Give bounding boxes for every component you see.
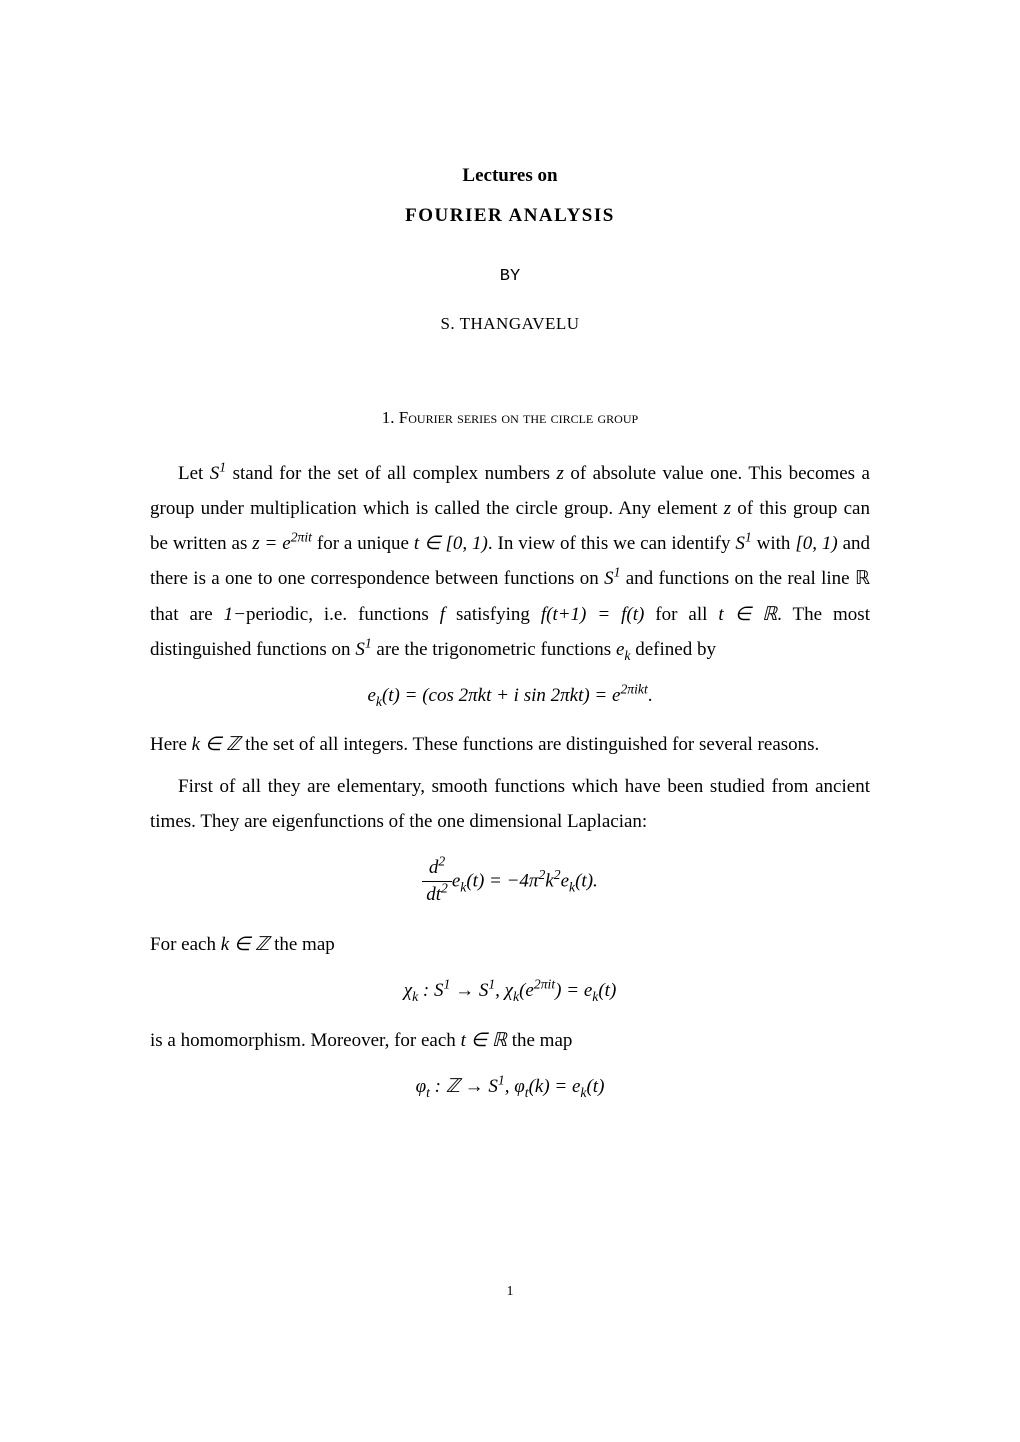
math-expr: (t). <box>575 870 598 891</box>
equation-3: χk : S1 → S1, χk(e2πit) = ek(t) <box>150 978 870 1005</box>
math-expr: (e <box>519 980 534 1001</box>
paragraph-1: Let S1 stand for the set of all complex … <box>150 456 870 667</box>
frac-den: dt2 <box>422 882 452 909</box>
equation-1: ek(t) = (cos 2πkt + i sin 2πkt) = e2πikt… <box>150 683 870 710</box>
math-ft1: f(t+1) = f(t) <box>541 604 644 625</box>
text: are the trigonometric functions <box>372 639 616 660</box>
math-expr: (t) = −4π <box>466 870 538 891</box>
math-kinZ: k ∈ ℤ <box>192 734 241 755</box>
math-expr: (t) = (cos 2πkt + i sin 2πkt) = e <box>382 685 620 706</box>
body-content: Let S1 stand for the set of all complex … <box>150 456 870 1101</box>
math-sup: 1 <box>745 530 752 545</box>
text: is a homomorphism. Moreover, for each <box>150 1030 461 1051</box>
math-sup: 2 <box>554 867 561 882</box>
math-sup: 2 <box>438 854 445 869</box>
math-expr: (k) = e <box>529 1076 581 1097</box>
text: with <box>752 533 796 554</box>
math-var: φ <box>416 1076 427 1097</box>
math-var: e <box>452 870 460 891</box>
math-var: e <box>367 685 375 706</box>
text: the set of all integers. These functions… <box>240 734 819 755</box>
text: the map <box>269 934 334 955</box>
math-tinR: t ∈ ℝ <box>461 1030 507 1051</box>
text: For each <box>150 934 221 955</box>
math-expr: : ℤ → S <box>430 1076 498 1097</box>
math-var: e <box>561 870 569 891</box>
math-var: S <box>210 463 220 484</box>
text: . In view of this we can identify <box>488 533 736 554</box>
title-author: S. THANGAVELU <box>150 314 870 334</box>
math-sup: 1 <box>498 1073 505 1088</box>
text: the map <box>507 1030 572 1051</box>
math-z: z <box>724 498 731 519</box>
section-number: 1. <box>382 408 395 427</box>
math-tin: t ∈ [0, 1) <box>414 533 488 554</box>
math-sup: 2 <box>441 881 448 896</box>
math-var: k <box>545 870 553 891</box>
math-oneminus: 1− <box>224 604 246 625</box>
math-sup: 2πit <box>534 977 555 992</box>
math-R: ℝ <box>855 568 870 589</box>
math-S1: S1 <box>604 568 620 589</box>
math-zeq: z = e2πit <box>252 533 312 554</box>
paragraph-2: Here k ∈ ℤ the set of all integers. Thes… <box>150 727 870 762</box>
math-expr: → S <box>450 980 488 1001</box>
paragraph-4: For each k ∈ ℤ the map <box>150 927 870 962</box>
section-title: Fourier series on the circle group <box>399 408 638 427</box>
math-fraction: d2 dt2 <box>422 855 452 909</box>
text: satisfying <box>445 604 541 625</box>
text: stand for the set of all complex numbers <box>226 463 556 484</box>
math-expr: (t) <box>598 980 616 1001</box>
math-interval: [0, 1) <box>795 533 837 554</box>
math-expr: : S <box>418 980 443 1001</box>
math-S1: S1 <box>355 639 371 660</box>
math-sup: 2πikt <box>620 682 647 697</box>
math-expr: ) = e <box>555 980 592 1001</box>
text: Here <box>150 734 192 755</box>
math-sup: 1 <box>365 635 372 650</box>
text: Let <box>178 463 210 484</box>
math-ek: ek <box>616 639 631 660</box>
math-S1: S1 <box>735 533 751 554</box>
math-sup: 2πit <box>291 530 312 545</box>
text: periodic, i.e. functions <box>246 604 440 625</box>
math-kinZ: k ∈ ℤ <box>221 934 270 955</box>
math-var: dt <box>426 884 441 905</box>
paragraph-5: is a homomorphism. Moreover, for each t … <box>150 1023 870 1058</box>
text: and functions on the real line <box>620 568 855 589</box>
text: that are <box>150 604 224 625</box>
math-var: S <box>355 639 365 660</box>
math-var: d <box>429 857 439 878</box>
math-S1: S1 <box>210 463 226 484</box>
math-expr: (t) <box>586 1076 604 1097</box>
math-var: z = e <box>252 533 290 554</box>
paragraph-3: First of all they are elementary, smooth… <box>150 769 870 839</box>
frac-num: d2 <box>422 855 452 883</box>
title-block: Lectures on FOURIER ANALYSIS BY S. THANG… <box>150 165 870 334</box>
text: for all <box>644 604 718 625</box>
text: defined by <box>630 639 715 660</box>
math-var: S <box>735 533 745 554</box>
math-expr: , χ <box>495 980 513 1001</box>
section-heading: 1. Fourier series on the circle group <box>150 408 870 428</box>
math-var: χ <box>404 980 412 1001</box>
equation-2: d2 dt2 ek(t) = −4π2k2ek(t). <box>150 855 870 909</box>
title-by: BY <box>150 267 870 286</box>
text: for a unique <box>312 533 414 554</box>
math-tinR: t ∈ ℝ <box>718 604 777 625</box>
math-var: S <box>604 568 614 589</box>
equation-4: φt : ℤ → S1, φt(k) = ek(t) <box>150 1074 870 1101</box>
page-number: 1 <box>0 1284 1020 1300</box>
math-dot: . <box>648 685 653 706</box>
title-lectures-on: Lectures on <box>150 165 870 187</box>
math-expr: , φ <box>505 1076 525 1097</box>
math-z: z <box>557 463 564 484</box>
title-main: FOURIER ANALYSIS <box>150 205 870 227</box>
